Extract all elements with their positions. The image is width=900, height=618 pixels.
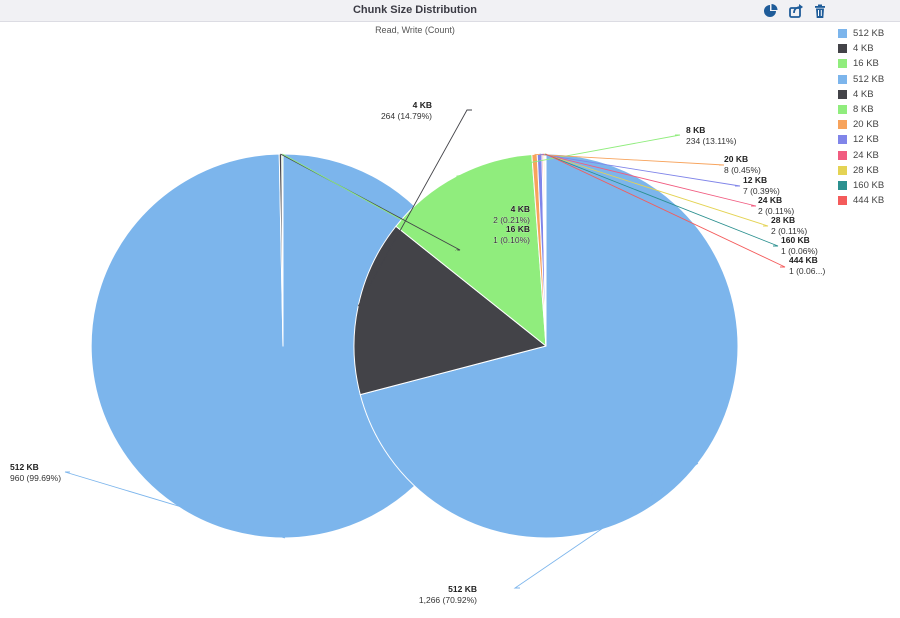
legend-label: 24 KB [853,149,879,161]
data-label-connector [64,471,286,539]
legend-label: 4 KB [853,88,874,100]
legend-label: 12 KB [853,134,879,146]
chart-header: Chunk Size Distribution [0,0,900,22]
legend-swatch [838,165,847,175]
legend-item[interactable]: 4 KB [838,87,884,102]
data-label-name: 28 KB [771,215,795,225]
data-label-value: 2 (0.11%) [758,206,794,216]
data-label-value: 1,266 (70.92%) [419,595,477,605]
data-label-connector [534,153,725,166]
legend-item[interactable]: 24 KB [838,148,884,163]
pie-slice[interactable] [395,154,547,347]
data-label-name: 16 KB [506,224,530,234]
pie-chart-icon[interactable] [762,2,780,20]
data-label-connector [545,153,786,268]
data-label-connector [539,153,741,187]
legend-swatch [838,180,847,190]
legend-item[interactable]: 160 KB [838,178,884,193]
legend-item[interactable]: 512 KB [838,72,884,87]
data-label-value: 2 (0.21%) [493,215,530,225]
legend-item[interactable]: 28 KB [838,163,884,178]
legend-swatch [838,196,847,206]
data-label-connector [513,462,699,589]
legend-label: 8 KB [853,104,874,116]
data-label-value: 1 (0.06...) [789,266,826,276]
trash-icon[interactable] [811,2,829,20]
chart-subtitle: Read, Write (Count) [375,25,455,35]
data-label-value: 1 (0.06%) [781,246,818,256]
legend-swatch [838,150,847,160]
legend-item[interactable]: 20 KB [838,117,884,132]
legend-label: 20 KB [853,119,879,131]
legend-item[interactable]: 4 KB [838,41,884,56]
export-icon[interactable] [787,2,805,20]
legend-swatch [838,29,847,39]
legend-label: 4 KB [853,43,874,55]
data-label-value: 7 (0.39%) [743,186,780,196]
data-label-value: 1 (0.10%) [493,235,530,245]
legend-label: 28 KB [853,164,879,176]
data-label-connector [282,153,466,256]
data-label-value: 960 (99.69%) [10,473,61,483]
legend-item[interactable]: 8 KB [838,102,884,117]
legend-label: 16 KB [853,58,879,70]
data-label-name: 20 KB [724,154,748,164]
data-label-connector [544,153,779,247]
pie-slice[interactable] [544,153,547,347]
legend-swatch [838,120,847,130]
legend-swatch [838,89,847,99]
legend-item[interactable]: 12 KB [838,132,884,147]
pie-slices [90,153,739,539]
data-label-value: 2 (0.11%) [771,226,807,236]
legend-item[interactable]: 512 KB [838,26,884,41]
chart-title: Chunk Size Distribution [352,4,478,16]
legend-swatch [838,105,847,115]
legend-item[interactable]: 444 KB [838,193,884,208]
legend-label: 512 KB [853,73,885,85]
legend-swatch [838,135,847,145]
data-label-value: 234 (13.11%) [686,136,737,146]
legend-label: 160 KB [853,179,885,191]
legend-swatch [838,44,847,54]
data-label-name: 12 KB [743,175,767,185]
data-label-connector [543,153,769,227]
data-label-connector [357,109,472,307]
data-label-name: 160 KB [781,235,810,245]
legend-swatch [838,74,847,84]
data-label-name: 512 KB [10,462,39,472]
legend-item[interactable]: 16 KB [838,56,884,71]
data-label-name: 4 KB [511,204,530,214]
legend-swatch [838,59,847,69]
data-label-name: 444 KB [789,255,818,265]
data-label-connector [542,153,757,207]
data-label-value: 264 (14.79%) [381,111,432,121]
legend-label: 512 KB [853,28,885,40]
legend-label: 444 KB [853,195,885,207]
data-label-name: 512 KB [448,584,477,594]
pie-slice[interactable] [353,225,547,396]
data-label-name: 24 KB [758,195,782,205]
data-label-value: 8 (0.45%) [724,165,761,175]
chart-legend: 512 KB 4 KB 16 KB 512 KB 4 KB 8 KB 20 KB 12 KB 2… [838,26,884,208]
data-label-name: 8 KB [686,125,705,135]
data-label-connector [456,134,681,177]
data-label-name: 4 KB [413,100,432,110]
